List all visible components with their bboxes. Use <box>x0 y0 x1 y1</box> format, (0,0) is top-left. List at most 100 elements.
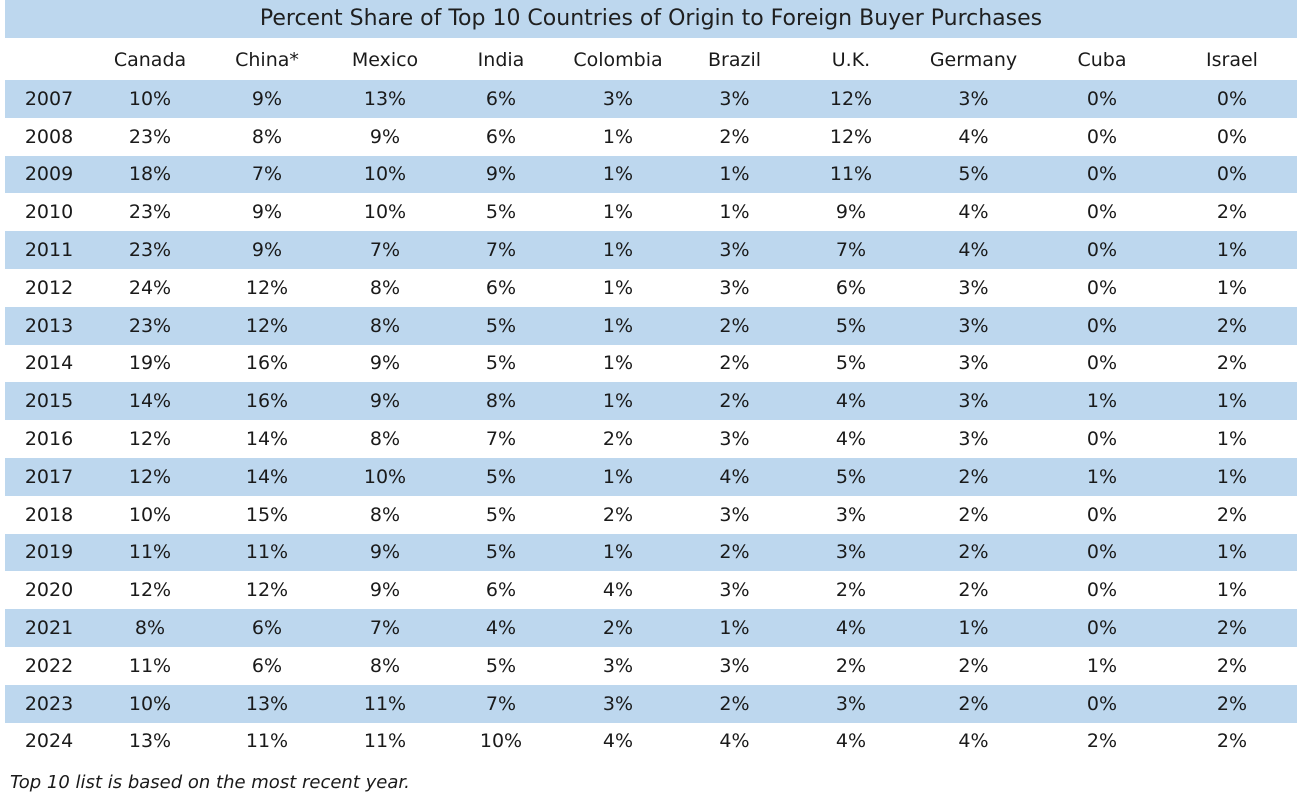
value-cell: 11% <box>93 533 207 572</box>
value-cell: 9% <box>327 382 443 421</box>
value-cell: 1% <box>559 231 677 269</box>
value-cell: 13% <box>207 684 327 723</box>
value-cell: 1% <box>559 457 677 496</box>
value-cell: 7% <box>443 684 559 723</box>
value-cell: 11% <box>207 533 327 572</box>
value-cell: 14% <box>93 382 207 421</box>
value-cell: 7% <box>207 155 327 194</box>
value-cell: 8% <box>369 276 401 299</box>
value-cell: 24% <box>128 276 172 299</box>
year-cell: 2007 <box>5 80 93 118</box>
value-cell: 10% <box>327 457 443 496</box>
table-row: 2024 13% 11% 11% 10% 4% 4% 4% 4% 2% 2% <box>5 723 1297 761</box>
value-cell: 12% <box>207 306 327 345</box>
value-cell: 2% <box>602 503 634 526</box>
value-cell: 4% <box>910 231 1037 269</box>
value-cell: 3% <box>719 276 750 299</box>
value-cell: 1% <box>1216 276 1248 299</box>
value-cell: 3% <box>559 80 677 118</box>
table-row: 2017 12% 14% 10% 5% 1% 4% 5% 2% 1% 1% <box>5 457 1297 496</box>
column-header: Cuba <box>1077 49 1127 71</box>
value-cell: 0% <box>1037 533 1167 572</box>
column-header: China* <box>235 49 299 71</box>
value-cell: 2% <box>1086 730 1118 753</box>
year-cell: 2009 <box>5 155 93 194</box>
value-cell: 5% <box>443 306 559 345</box>
value-cell: 1% <box>602 201 634 224</box>
value-cell: 2% <box>677 684 792 723</box>
value-cell: 12% <box>829 125 873 148</box>
value-cell: 1% <box>1167 533 1297 572</box>
table-row: 2015 14% 16% 9% 8% 1% 2% 4% 3% 1% 1% <box>5 382 1297 421</box>
value-cell: 5% <box>485 654 517 677</box>
value-cell: 10% <box>479 730 523 753</box>
value-cell: 8% <box>443 382 559 421</box>
value-cell: 6% <box>485 125 517 148</box>
value-cell: 3% <box>910 80 1037 118</box>
value-cell: 0% <box>1037 80 1167 118</box>
value-cell: 2% <box>1167 684 1297 723</box>
value-cell: 2% <box>958 579 989 602</box>
value-cell: 8% <box>369 654 401 677</box>
value-cell: 1% <box>1216 428 1248 451</box>
value-cell: 3% <box>719 654 750 677</box>
value-cell: 4% <box>602 579 634 602</box>
year-cell: 2011 <box>5 231 93 269</box>
value-cell: 1% <box>602 125 634 148</box>
value-cell: 11% <box>245 730 289 753</box>
value-cell: 9% <box>369 352 401 375</box>
value-cell: 3% <box>792 684 910 723</box>
value-cell: 2% <box>559 609 677 647</box>
value-cell: 2% <box>910 533 1037 572</box>
value-cell: 5% <box>443 533 559 572</box>
year-cell: 2023 <box>5 684 93 723</box>
value-cell: 8% <box>369 503 401 526</box>
value-cell: 3% <box>958 352 989 375</box>
value-cell: 1% <box>1167 382 1297 421</box>
year-cell: 2008 <box>24 125 74 148</box>
value-cell: 8% <box>369 428 401 451</box>
value-cell: 4% <box>835 730 867 753</box>
value-cell: 0% <box>1037 155 1167 194</box>
value-cell: 12% <box>245 276 289 299</box>
value-cell: 0% <box>1086 579 1118 602</box>
value-cell: 9% <box>835 201 867 224</box>
table-row: 2008 23% 8% 9% 6% 1% 2% 12% 4% 0% 0% <box>5 118 1297 156</box>
value-cell: 15% <box>245 503 289 526</box>
value-cell: 1% <box>602 352 634 375</box>
value-cell: 1% <box>677 609 792 647</box>
value-cell: 2% <box>910 684 1037 723</box>
year-cell: 2017 <box>5 457 93 496</box>
value-cell: 2% <box>958 654 989 677</box>
value-cell: 12% <box>128 428 172 451</box>
value-cell: 3% <box>719 428 750 451</box>
header-row: Canada China* Mexico India Colombia Brazil U.K… <box>5 40 1297 80</box>
table-row: 2010 23% 9% 10% 5% 1% 1% 9% 4% 0% 2% <box>5 193 1297 231</box>
value-cell: 5% <box>910 155 1037 194</box>
table-body: 2007 10% 9% 13% 6% 3% 3% 12% 3% 0% 0% 2008 23% 8% 9% 6%… <box>5 80 1297 760</box>
value-cell: 5% <box>792 457 910 496</box>
value-cell: 1% <box>559 533 677 572</box>
value-cell: 3% <box>835 503 867 526</box>
value-cell: 9% <box>207 231 327 269</box>
column-header: Mexico <box>351 49 419 71</box>
value-cell: 3% <box>719 579 750 602</box>
value-cell: 4% <box>443 609 559 647</box>
table-row: 2009 18% 7% 10% 9% 1% 1% 11% 5% 0% 0% <box>5 155 1297 194</box>
value-cell: 1% <box>910 609 1037 647</box>
value-cell: 6% <box>251 654 283 677</box>
value-cell: 7% <box>327 609 443 647</box>
value-cell: 2% <box>677 306 792 345</box>
value-cell: 11% <box>128 654 172 677</box>
value-cell: 0% <box>1216 125 1248 148</box>
table-row: 2022 11% 6% 8% 5% 3% 3% 2% 2% 1% 2% <box>5 647 1297 685</box>
value-cell: 6% <box>485 579 517 602</box>
value-cell: 0% <box>1037 231 1167 269</box>
value-cell: 10% <box>363 201 407 224</box>
value-cell: 0% <box>1086 352 1118 375</box>
value-cell: 2% <box>1216 730 1248 753</box>
value-cell: 9% <box>251 201 283 224</box>
value-cell: 0% <box>1086 276 1118 299</box>
value-cell: 7% <box>792 231 910 269</box>
value-cell: 12% <box>792 80 910 118</box>
